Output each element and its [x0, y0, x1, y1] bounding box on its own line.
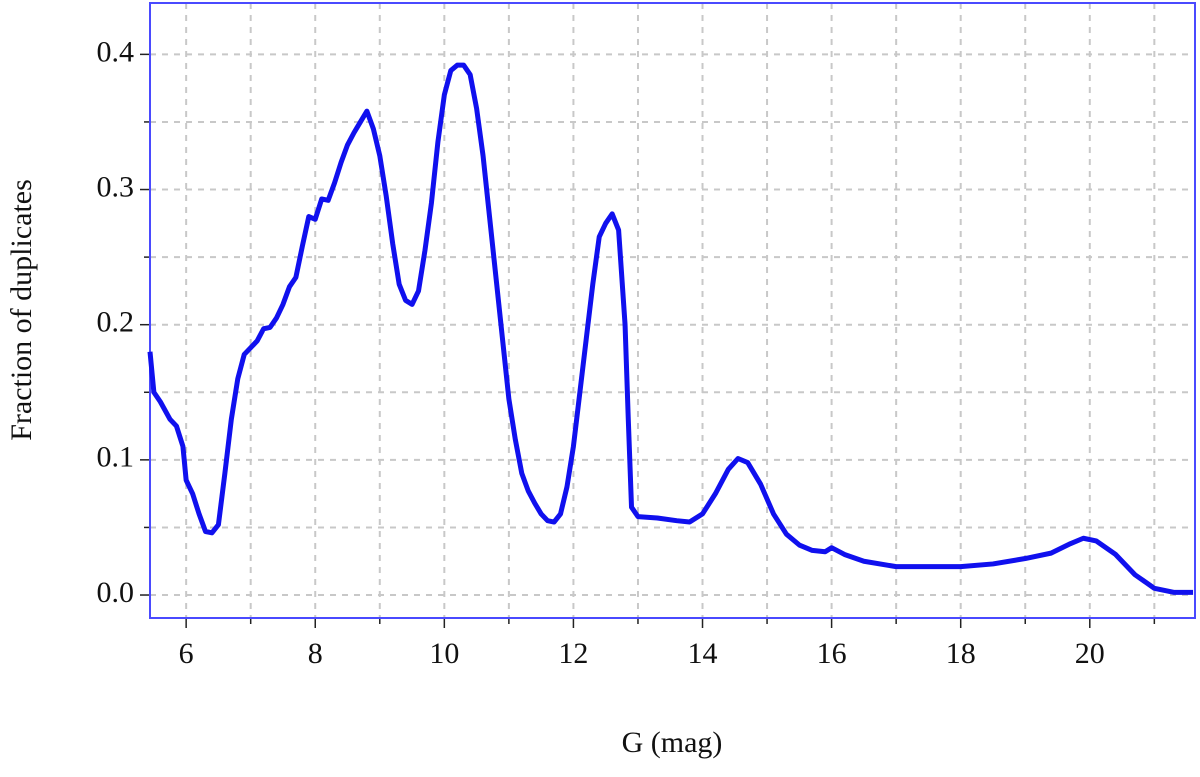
x-tick-label: 6 — [179, 637, 194, 670]
y-tick-label: 0.3 — [97, 170, 135, 203]
x-tick-label: 16 — [817, 637, 847, 670]
x-tick-label: 14 — [688, 637, 718, 670]
y-tick-label: 0.0 — [97, 576, 135, 609]
x-tick-label: 10 — [429, 637, 459, 670]
y-tick-label: 0.4 — [97, 35, 135, 68]
data-line — [147, 62, 1194, 595]
x-tick-label: 8 — [308, 637, 323, 670]
x-axis-label: G (mag) — [622, 726, 723, 759]
y-axis-label: Fraction of duplicates — [5, 179, 38, 441]
x-tick-label: 12 — [558, 637, 588, 670]
plot-frame — [149, 2, 1196, 619]
x-tick-label: 18 — [946, 637, 976, 670]
x-tick-label: 20 — [1075, 637, 1105, 670]
y-tick-label: 0.2 — [97, 306, 135, 339]
y-tick-label: 0.1 — [97, 441, 135, 474]
